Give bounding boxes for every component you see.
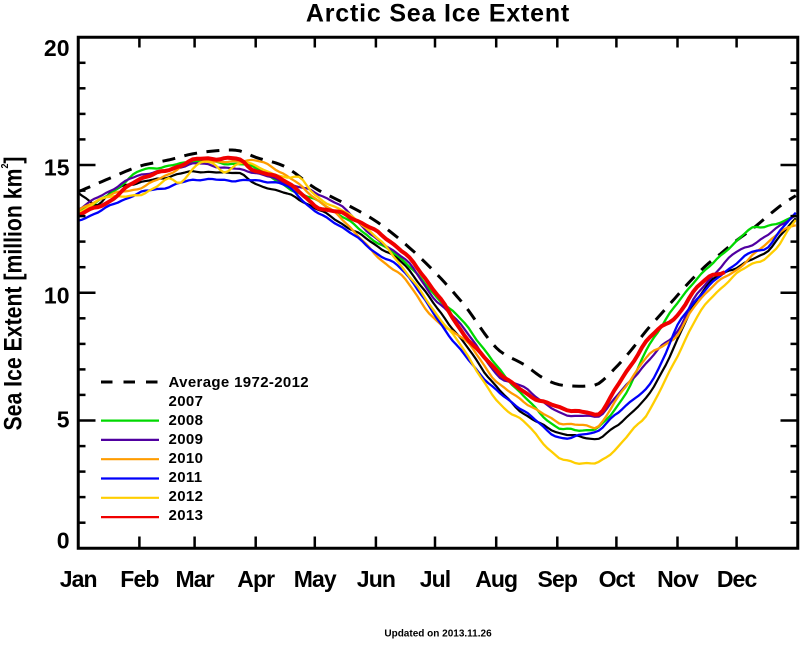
svg-text:0: 0: [57, 527, 70, 553]
svg-text:May: May: [294, 566, 337, 592]
svg-text:2011: 2011: [169, 469, 203, 486]
svg-text:Average 1972-2012: Average 1972-2012: [169, 374, 310, 391]
svg-text:2013: 2013: [169, 507, 204, 524]
svg-text:15: 15: [44, 154, 70, 180]
svg-text:Dec: Dec: [717, 566, 758, 592]
svg-text:Mar: Mar: [175, 566, 214, 592]
svg-text:Nov: Nov: [657, 566, 699, 592]
svg-text:2007: 2007: [169, 393, 204, 410]
svg-text:Sep: Sep: [538, 566, 578, 592]
svg-text:2008: 2008: [169, 412, 204, 429]
svg-text:Aug: Aug: [475, 566, 517, 592]
svg-text:Sea Ice Extent [million km2]: Sea Ice Extent [million km2]: [0, 157, 28, 431]
svg-text:2009: 2009: [169, 431, 204, 448]
svg-text:5: 5: [57, 406, 70, 432]
svg-text:Oct: Oct: [599, 566, 636, 592]
svg-text:10: 10: [44, 282, 70, 308]
svg-text:Jul: Jul: [420, 566, 451, 592]
svg-text:Apr: Apr: [237, 566, 275, 592]
svg-text:20: 20: [44, 35, 70, 61]
svg-text:Updated on 2013.11.26: Updated on 2013.11.26: [384, 629, 492, 640]
svg-text:Jun: Jun: [357, 566, 395, 592]
svg-text:Jan: Jan: [60, 566, 97, 592]
svg-text:Feb: Feb: [120, 566, 159, 592]
svg-text:2012: 2012: [169, 488, 204, 505]
svg-text:2010: 2010: [169, 450, 204, 467]
svg-text:Arctic Sea Ice Extent: Arctic Sea Ice Extent: [306, 0, 570, 28]
